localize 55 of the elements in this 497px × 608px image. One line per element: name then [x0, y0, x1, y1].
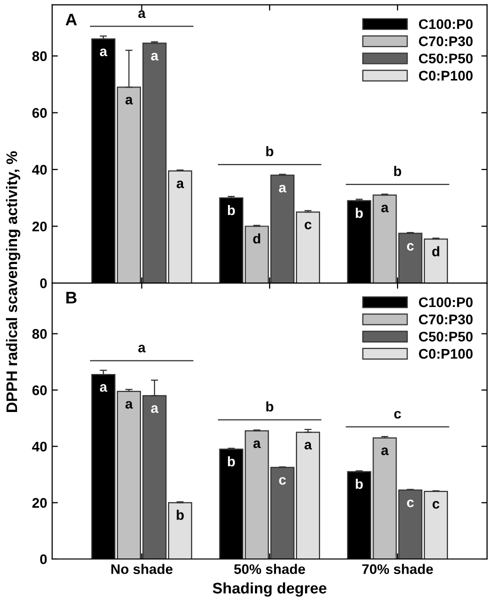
x-tick-label: 50% shade — [234, 564, 306, 574]
y-axis-title: DPPH radical scavenging activity, % — [6, 151, 20, 412]
y-tick-label: 40 — [32, 442, 47, 452]
annotation: a — [138, 344, 146, 352]
y-tick-label: 60 — [32, 108, 47, 118]
data-label: c — [407, 243, 414, 251]
legend-label: C0:P100 — [418, 70, 473, 81]
legend-label: C100:P0 — [418, 297, 473, 308]
data-label: a — [151, 52, 158, 60]
data-label: a — [100, 48, 108, 56]
y-tick-label: 0 — [40, 554, 47, 564]
data-label: b — [228, 456, 235, 466]
data-label: d — [432, 246, 440, 256]
data-label: c — [432, 501, 440, 509]
data-label: b — [176, 510, 184, 520]
data-label: a — [381, 204, 389, 212]
y-tick-label: 20 — [32, 222, 47, 232]
y-tick-label: 80 — [32, 51, 47, 62]
data-label: a — [304, 442, 312, 450]
data-label: d — [253, 233, 260, 244]
data-label: c — [407, 500, 414, 508]
x-tick-label: 70% shade — [362, 564, 433, 574]
x-tick-label: No shade — [111, 564, 173, 574]
y-tick-label: 20 — [32, 498, 47, 508]
data-label: a — [151, 405, 158, 413]
data-label: a — [100, 384, 108, 392]
chart-title: A — [66, 14, 77, 26]
legend-label: C100:P0 — [418, 19, 473, 30]
data-label: c — [279, 477, 286, 485]
data-label: b — [356, 478, 363, 489]
data-label: a — [125, 401, 133, 409]
data-label: a — [125, 96, 133, 104]
legend-label: C50:P50 — [418, 332, 473, 342]
annotation: c — [394, 410, 401, 419]
y-tick-label: 40 — [32, 164, 47, 175]
data-label: a — [176, 180, 184, 188]
legend-label: C70:P30 — [418, 36, 473, 46]
data-label: c — [304, 222, 312, 230]
annotation: b — [394, 166, 402, 176]
annotation: b — [266, 146, 274, 156]
annotation: b — [266, 401, 274, 412]
legend-label: C70:P30 — [418, 314, 473, 324]
data-label: a — [278, 184, 286, 192]
x-axis-title: Shading degree — [212, 582, 326, 597]
data-label: b — [356, 208, 363, 218]
legend-label: C50:P50 — [418, 54, 473, 64]
legend-label: C0:P100 — [418, 348, 473, 359]
chart-title: B — [66, 292, 77, 304]
data-label: b — [228, 204, 235, 216]
data-label: a — [253, 440, 261, 448]
annotation: a — [138, 10, 146, 18]
y-tick-label: 80 — [32, 329, 47, 339]
y-tick-label: 60 — [32, 385, 47, 396]
y-tick-label: 0 — [40, 278, 47, 288]
data-label: a — [381, 448, 389, 456]
